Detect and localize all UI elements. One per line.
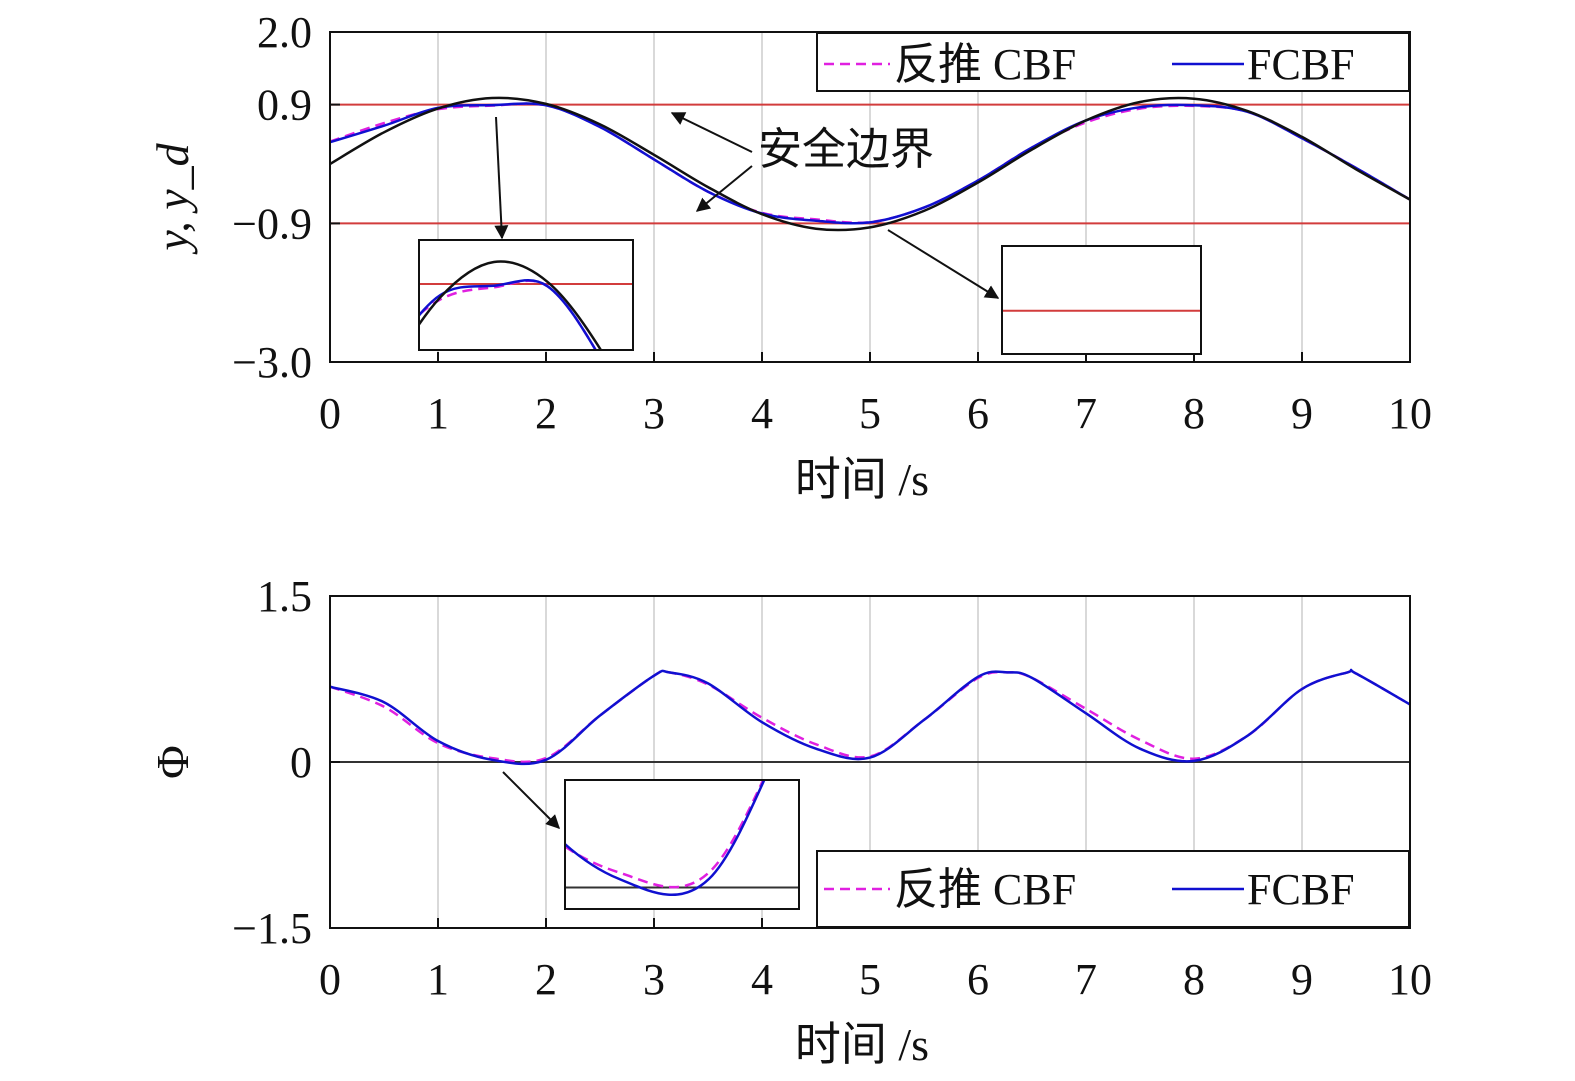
top-legend: 反推 CBF FCBF [816,32,1410,92]
cbf-chart: 0 1 2 3 4 5 6 7 8 9 10 1.50−1.5 时间 /s Φ 反推 CBF FCB… [147,572,1432,1070]
top-y-tick-label: −3.0 [232,338,312,387]
bottom-x-tick-label: 8 [1183,955,1205,1004]
top-legend-fcbf-label: FCBF [1247,40,1355,89]
top-x-axis-title: 时间 /s [795,454,929,505]
top-series [330,96,1410,232]
bottom-legend-box [816,850,1410,928]
safety-boundary-annotation: 安全边界 [758,125,934,174]
top-y-axis-title-text: y, y_d [147,142,198,254]
bottom-legend-fcbf-label: FCBF [1247,865,1355,914]
top-y-axis-title: y, y_d [147,142,198,254]
bottom-x-axis-title: 时间 /s [795,1019,929,1070]
bottom-y-tick-label: −1.5 [232,904,312,953]
bottom-y-axis-title-text: Φ [147,745,198,779]
top-inset-left-series [419,260,633,350]
bottom-y-axis-title: Φ [147,745,198,779]
bottom-x-tick-label: 1 [427,955,449,1004]
top-inset-left-bg [419,240,633,350]
annotation-arrow-upper [670,112,753,153]
bottom-x-ticks: 0 1 2 3 4 5 6 7 8 9 10 [319,918,1432,1004]
bottom-legend-backstepping-label: 反推 CBF [894,865,1076,914]
bottom-x-tick-label: 3 [643,955,665,1004]
top-x-tick-label: 0 [319,389,341,438]
top-x-tick-label: 8 [1183,389,1205,438]
top-y-tick-label: 0.9 [257,81,312,130]
top-inset-right-bg [1002,246,1201,354]
bottom-inset-series-fcbf [565,780,766,896]
bottom-x-tick-label: 5 [859,955,881,1004]
bottom-legend: 反推 CBF FCBF [816,850,1410,928]
bottom-inset [564,779,800,910]
top-inset-left-series-reference [419,260,603,350]
top-inset-left-series-fcbf [419,279,598,350]
bottom-series-fcbf [330,668,1410,766]
top-x-tick-label: 7 [1075,389,1097,438]
top-legend-backstepping-label: 反推 CBF [894,40,1076,89]
bottom-x-tick-label: 10 [1388,955,1432,1004]
bottom-inset-frame [564,779,800,910]
top-y-tick-label: 2.0 [257,8,312,57]
zoom-arrow-right [887,229,1000,299]
top-inset-right-series [1002,309,1201,312]
bottom-x-tick-label: 2 [535,955,557,1004]
bottom-x-tick-label: 6 [967,955,989,1004]
bottom-inset-bg [565,780,799,909]
bottom-y-ticks: 1.5 0 −1.5 [232,572,340,953]
bottom-inset-series [565,780,799,896]
top-series-fcbf [330,102,1410,225]
top-y-tick-label: −0.9 [232,199,312,248]
top-x-tick-label: 1 [427,389,449,438]
bottom-x-tick-label: 9 [1291,955,1313,1004]
top-legend-box [816,32,1410,92]
top-x-tick-label: 5 [859,389,881,438]
top-x-tick-label: 6 [967,389,989,438]
bottom-x-tick-label: 7 [1075,955,1097,1004]
top-x-tick-label: 10 [1388,389,1432,438]
top-x-ticks: 0 1 2 3 4 5 6 7 8 9 10 [319,352,1432,438]
zoom-arrow-left [494,116,509,240]
top-x-tick-label: 9 [1291,389,1313,438]
top-inset-left-frame [418,239,634,351]
top-inset-right-frame [1001,245,1202,355]
top-inset-right [1001,245,1202,355]
top-x-tick-label: 2 [535,389,557,438]
zoom-arrow-bottom [502,771,560,829]
bottom-x-tick-label: 4 [751,955,773,1004]
top-x-tick-label: 3 [643,389,665,438]
bottom-y-tick-label: 1.5 [257,572,312,621]
bottom-y-tick-label: 0 [290,738,312,787]
top-y-ticks: 2.0 0.9 −0.9 −3.0 [232,8,340,387]
top-inset-left [418,239,634,351]
bottom-inset-series-backstepping [565,780,765,889]
bottom-x-tick-label: 0 [319,955,341,1004]
top-x-tick-label: 4 [751,389,773,438]
position-chart: 0 1 2 3 4 5 6 7 8 9 10 2.0 0.9 −0.9 −3.0 时间 /s y, y_d… [147,8,1432,505]
bottom-series [330,668,1410,766]
annotation-arrow-lower [695,165,753,212]
top-series-reference [330,96,1410,232]
